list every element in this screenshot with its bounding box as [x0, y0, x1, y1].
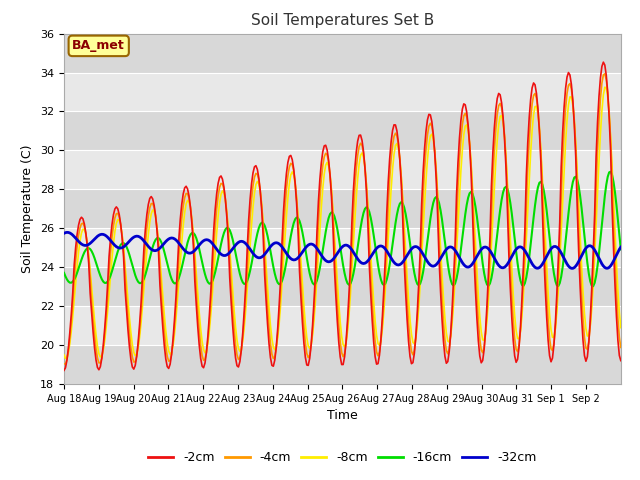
Bar — [64, 189, 621, 228]
Bar — [64, 150, 621, 189]
X-axis label: Time: Time — [327, 409, 358, 422]
Text: BA_met: BA_met — [72, 39, 125, 52]
Y-axis label: Soil Temperature (C): Soil Temperature (C) — [22, 144, 35, 273]
Bar — [64, 34, 621, 72]
Bar — [64, 306, 621, 345]
Legend: -2cm, -4cm, -8cm, -16cm, -32cm: -2cm, -4cm, -8cm, -16cm, -32cm — [143, 446, 541, 469]
Bar — [64, 228, 621, 267]
Bar — [64, 111, 621, 150]
Bar — [64, 267, 621, 306]
Title: Soil Temperatures Set B: Soil Temperatures Set B — [251, 13, 434, 28]
Bar — [64, 72, 621, 111]
Bar — [64, 345, 621, 384]
